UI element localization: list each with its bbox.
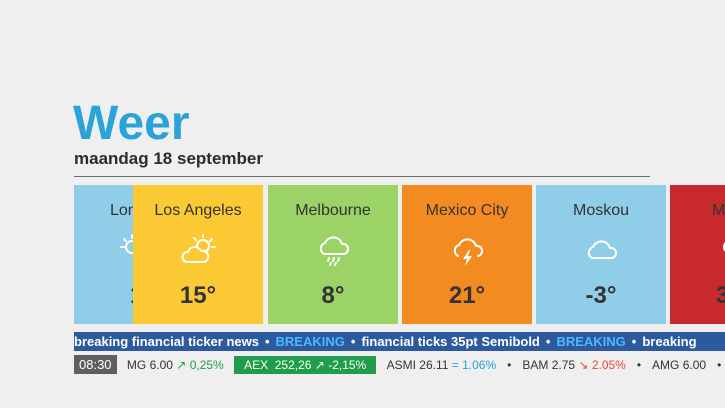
stock-item-highlight: AEX 252,26 ↗ -2,15%: [234, 356, 377, 374]
divider: [74, 176, 650, 177]
temperature: 8°: [321, 282, 345, 309]
weather-card-melbourne: Melbourne 8°: [268, 185, 398, 324]
temperature: 15°: [179, 282, 217, 309]
stock-item: BAM 2.75 ↘ 2.05%: [522, 358, 626, 372]
news-ticker: breaking financial ticker news • BREAKING •…: [74, 332, 725, 351]
equal-icon: =: [451, 358, 459, 372]
page-title: Weer: [73, 97, 190, 150]
weather-card-partial: M 3: [670, 185, 725, 324]
temperature: -3°: [585, 282, 617, 309]
weather-card-moskou: Moskou -3°: [536, 185, 666, 324]
city-name: Mexico City: [425, 202, 509, 219]
stock-item: MG 6.00 ↗ 0,25%: [126, 358, 224, 372]
temperature: 3: [716, 282, 725, 309]
sun-cloud-icon: [181, 234, 216, 263]
sun-cloud-icon: [723, 242, 725, 252]
ticker-item: breaking: [642, 334, 697, 349]
rain-cloud-icon: [319, 236, 350, 266]
temperature: 21°: [448, 282, 486, 309]
date-subtitle: maandag 18 september: [74, 149, 263, 168]
ticker-item: breaking financial ticker news: [74, 334, 259, 349]
thunder-cloud-icon: [453, 238, 484, 266]
stock-item: ASMI 26.11 = 1.06%: [386, 358, 497, 372]
weather-card-mexico-city: Mexico City 21°: [402, 185, 532, 324]
city-name: Melbourne: [295, 202, 371, 219]
market-ticker: 08:30 MG 6.00 ↗ 0,25% AEX 252,26 ↗ -2,15…: [74, 355, 725, 374]
arrow-down-icon: ↘: [578, 358, 589, 372]
city-name: Moskou: [572, 202, 630, 219]
city-name: M: [712, 202, 725, 219]
arrow-up-icon: ↗: [314, 358, 325, 372]
cloud-icon: [587, 240, 618, 259]
ticker-breaking: BREAKING: [556, 334, 626, 349]
stock-item: AMG 6.00: [652, 358, 707, 372]
clock: 08:30: [74, 355, 117, 374]
city-name: Los Angeles: [154, 202, 242, 219]
ticker-breaking: BREAKING: [275, 334, 345, 349]
arrow-up-icon: ↗: [176, 358, 187, 372]
weather-card-los-angeles: Los Angeles 15°: [133, 185, 263, 324]
ticker-item: financial ticks 35pt Semibold: [361, 334, 540, 349]
